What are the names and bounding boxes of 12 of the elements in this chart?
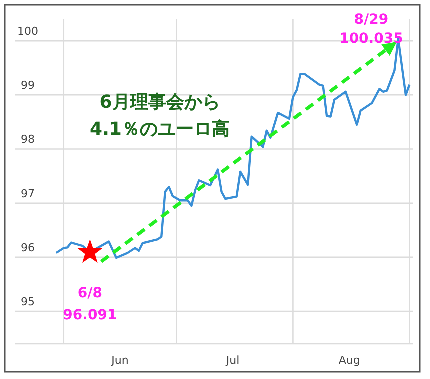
y-tick-label: 98	[21, 133, 35, 146]
y-tick-label: 96	[21, 241, 35, 254]
y-tick-label: 97	[21, 187, 35, 200]
x-tick-label: Jun	[110, 354, 129, 367]
annotation: 6月理事会から 4.1％のユーロ高	[90, 92, 230, 140]
x-tick-label: Jul	[225, 354, 240, 367]
y-tick-label: 100	[18, 25, 38, 38]
y-tick-label: 95	[21, 296, 35, 309]
annotation: 6/8 96.091	[63, 286, 118, 324]
annotation: 8/29 100.035	[340, 12, 404, 48]
y-tick-label: 99	[21, 79, 35, 92]
x-tick-label: Aug	[338, 354, 360, 367]
